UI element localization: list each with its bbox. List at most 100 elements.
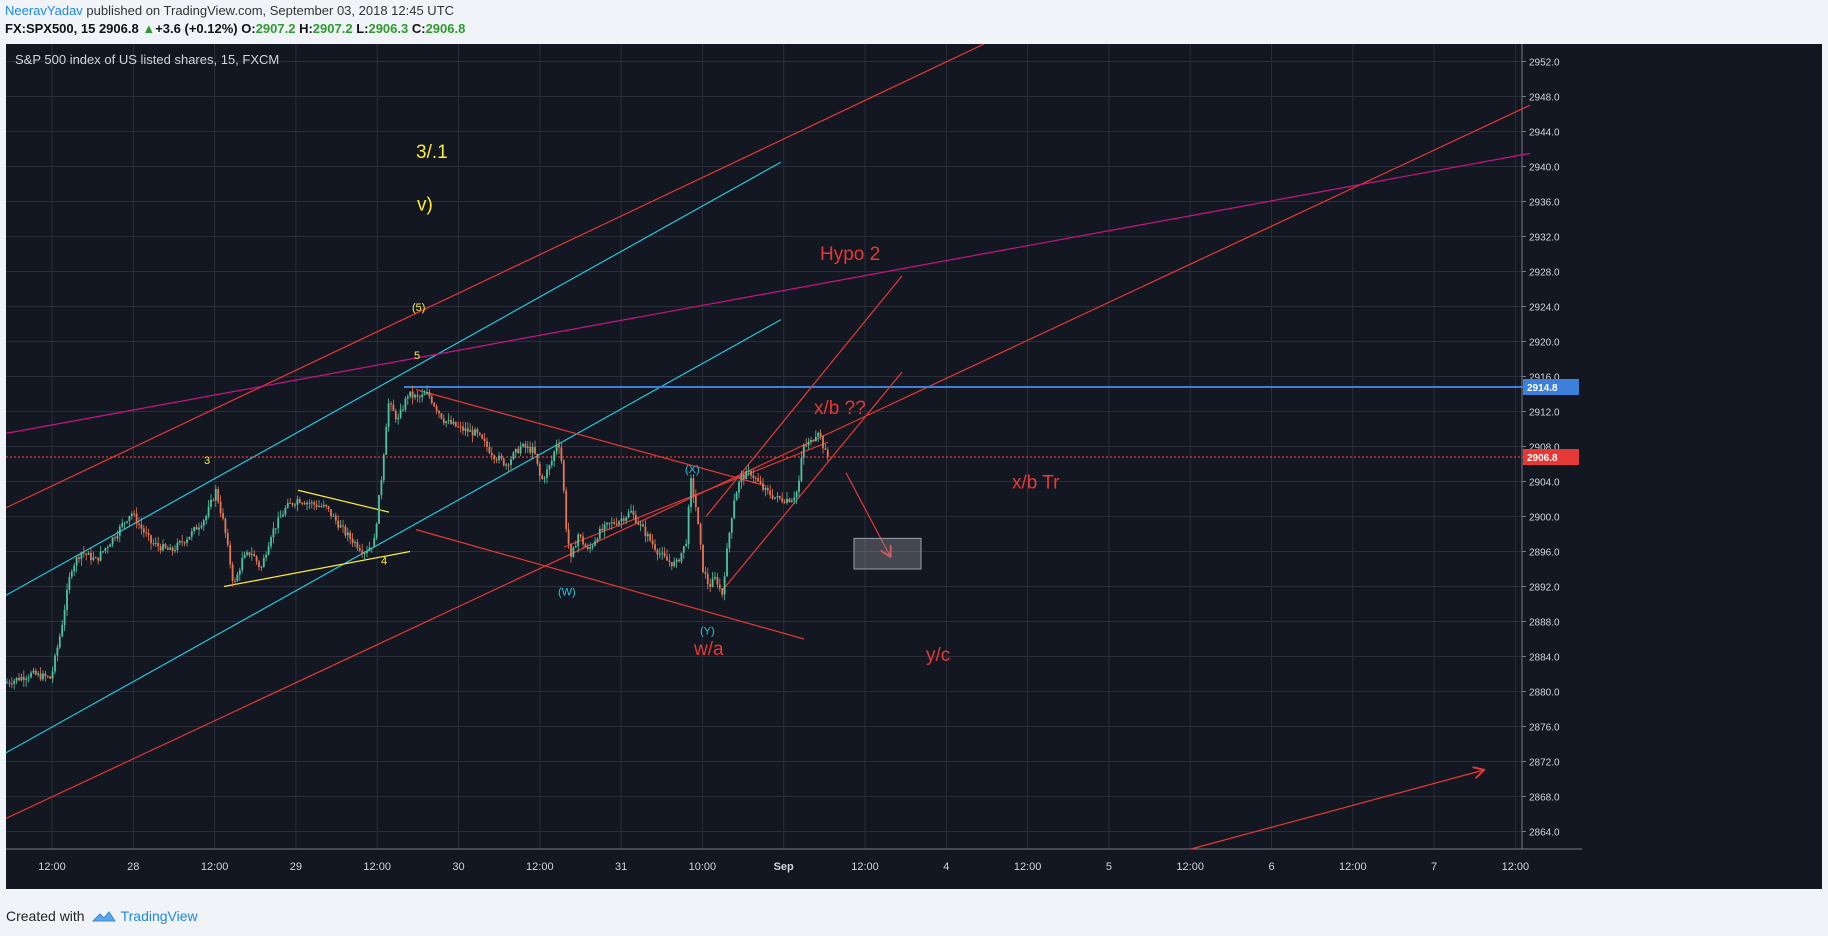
candle-body [380,480,383,496]
y-tick-label: 2912.0 [1529,408,1560,419]
candle-body [507,464,510,466]
candle-body [80,552,83,559]
candle-body [644,526,647,537]
candle-body [243,554,246,559]
y-tick-label: 2868.0 [1529,793,1560,804]
candle-body [493,455,496,460]
candle-body [774,497,776,499]
candle-body [822,436,824,449]
candle-body [630,510,632,513]
candle-body [483,438,486,442]
y-tick-label: 2872.0 [1529,758,1560,769]
candle-body [217,489,220,502]
candle-body [339,525,342,528]
candle-body [800,457,803,481]
candle-body [495,459,498,461]
candle-body [214,489,217,501]
candle-body [486,441,488,447]
candle-body [553,451,556,461]
candle-body [193,527,196,532]
candle-body [238,570,241,575]
candle-body [510,459,512,465]
candle-body [814,436,817,441]
trend-line [6,161,782,596]
candle-body [109,544,112,547]
published-text: published on TradingView.com, September … [82,3,455,18]
candle-body [294,504,296,506]
candle-body [699,524,702,545]
candle-body [582,536,584,545]
candle-body [262,557,265,568]
candle-body [332,515,335,517]
publish-line: NeeravYadav published on TradingView.com… [5,2,465,20]
candle-body [222,513,224,519]
candle-body [92,557,95,561]
x-tick-label: 12:00 [1339,861,1367,873]
candle-body [190,531,193,537]
candle-body [589,547,592,550]
candle-body [138,523,140,525]
candle-body [613,522,616,524]
candle-body [15,677,18,681]
candle-body [183,542,186,544]
candle-body [781,498,784,502]
chart-panel[interactable]: 2864.0 2868.0 2872.0 2876.0 2880.0 2884.0 2888… [6,44,1822,889]
x-tick-label: 29 [290,861,302,873]
candle-body [694,496,697,508]
candle-body [126,521,128,523]
candle-body [385,426,388,455]
candle-body [272,528,275,538]
candle-body [102,551,104,553]
candle-body [548,465,551,470]
candle-body [303,503,306,505]
candle-body [392,404,395,411]
candle-body [118,526,121,536]
x-tick-label: 12:00 [1502,861,1530,873]
candle-body [13,680,16,685]
candle-body [658,553,661,555]
candle-body [526,446,529,448]
candle-body [716,577,719,585]
candle-body [435,406,438,411]
candle-body [625,517,628,521]
candle-body [130,513,133,517]
candle-body [668,560,671,563]
candle-body [154,542,157,544]
x-tick-label: Sep [774,861,794,873]
candle-body [702,544,704,573]
candle-body [123,522,126,524]
candle-body [649,534,652,541]
candle-body [313,502,316,505]
annotation-label: v) [417,194,433,215]
candle-body [282,514,284,517]
candle-body [27,677,30,679]
candle-body [226,533,229,545]
candle-body [423,394,426,396]
candle-body [85,553,88,555]
tradingview-link[interactable]: TradingView [91,908,198,924]
candle-body [286,502,289,508]
candle-body [682,546,685,553]
candle-body [718,584,721,589]
candle-body [577,534,580,547]
candle-body [298,499,301,503]
candle-body [178,541,181,543]
candle-body [25,678,28,681]
price-label: 2906.8 [1527,453,1558,464]
trend-line [705,275,903,517]
tradingview-cloud-icon [91,911,116,922]
price-chart[interactable]: 2864.0 2868.0 2872.0 2876.0 2880.0 2884.0 2888… [6,44,1822,889]
candle-body [224,518,227,534]
candle-body [462,426,464,431]
candle-body [327,506,330,510]
annotation-label: x/b ?? [814,398,866,419]
candle-body [22,676,25,681]
author-link[interactable]: NeeravYadav [5,3,83,18]
chart-title: S&P 500 index of US listed shares, 15, F… [15,52,280,67]
candle-body [397,417,400,420]
candle-body [538,463,541,476]
y-tick-label: 2896.0 [1529,548,1560,559]
candle-body [358,548,361,551]
candle-body [819,432,822,437]
trend-line [415,389,767,487]
